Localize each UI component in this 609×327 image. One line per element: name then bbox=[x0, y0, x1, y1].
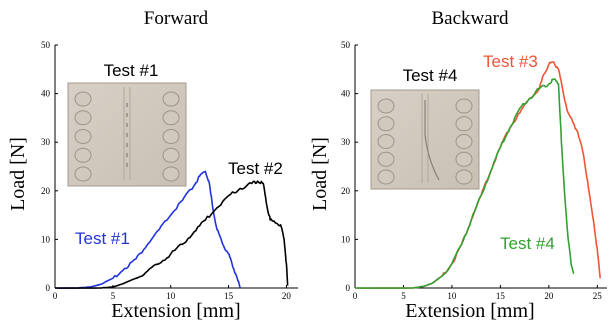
x-tick-label: 5 bbox=[111, 291, 116, 301]
specimen-photo bbox=[370, 89, 480, 190]
inset-label: Test #4 bbox=[403, 66, 458, 85]
x-tick-label: 15 bbox=[496, 291, 506, 301]
plate-hole bbox=[455, 169, 473, 185]
y-tick-label: 30 bbox=[41, 137, 51, 147]
x-axis-label: Extension [mm] bbox=[111, 300, 240, 322]
plate-hole bbox=[377, 169, 395, 185]
y-tick-label: 30 bbox=[341, 137, 351, 147]
plate-hole bbox=[74, 91, 92, 107]
x-tick-label: 15 bbox=[224, 291, 234, 301]
series-label: Test #3 bbox=[483, 52, 538, 71]
backward-panel: Backward 0 10 20 30 40 50 0 5 10 15 20 25 Extension [… bbox=[309, 8, 607, 322]
series-label: Test #4 bbox=[500, 234, 555, 253]
series-line-test-4 bbox=[354, 78, 575, 289]
plate-hole bbox=[377, 134, 395, 149]
x-axis-label: Extension [mm] bbox=[405, 300, 534, 322]
plate-hole bbox=[377, 151, 395, 167]
y-tick-label: 0 bbox=[46, 283, 51, 293]
plate-hole bbox=[162, 147, 180, 163]
plate-hole bbox=[377, 116, 395, 132]
plate-hole bbox=[162, 91, 180, 107]
y-tick-label: 20 bbox=[41, 186, 51, 196]
plate-hole bbox=[162, 110, 180, 126]
plate-hole bbox=[74, 147, 92, 163]
plate-hole bbox=[74, 110, 92, 126]
plate-hole bbox=[74, 129, 92, 144]
y-tick-label: 50 bbox=[341, 40, 351, 50]
series-label: Test #2 bbox=[228, 159, 283, 178]
plate-hole bbox=[162, 129, 180, 144]
x-tick-label: 10 bbox=[447, 291, 457, 301]
x-tick-label: 0 bbox=[353, 291, 358, 301]
y-tick-label: 20 bbox=[341, 186, 351, 196]
forward-panel: Forward 0 10 20 30 40 50 0 5 10 15 20 Extension [mm]… bbox=[7, 8, 298, 322]
y-tick-label: 10 bbox=[41, 234, 51, 244]
plate-hole bbox=[162, 166, 180, 182]
plate-hole bbox=[74, 166, 92, 182]
series-line-test-1 bbox=[54, 170, 241, 289]
plate-hole bbox=[455, 116, 473, 132]
y-tick-label: 50 bbox=[41, 40, 51, 50]
x-tick-label: 5 bbox=[401, 291, 406, 301]
plate-hole bbox=[455, 134, 473, 149]
plate-crack bbox=[424, 100, 440, 181]
x-tick-label: 20 bbox=[282, 291, 292, 301]
chart-title: Forward bbox=[144, 8, 209, 29]
y-axis-label: Load [N] bbox=[7, 137, 29, 211]
series-label: Test #1 bbox=[75, 229, 130, 248]
y-tick-label: 40 bbox=[341, 89, 351, 99]
x-tick-label: 25 bbox=[593, 291, 603, 301]
plate-hole bbox=[455, 98, 473, 114]
x-tick-label: 20 bbox=[544, 291, 554, 301]
series-line-test-2 bbox=[54, 180, 289, 289]
plate-hole bbox=[455, 151, 473, 167]
chart-title: Backward bbox=[431, 8, 509, 29]
y-tick-label: 40 bbox=[41, 89, 51, 99]
plate-hole bbox=[377, 98, 395, 114]
y-axis-label: Load [N] bbox=[309, 137, 331, 211]
y-tick-label: 0 bbox=[346, 283, 351, 293]
x-tick-label: 0 bbox=[53, 291, 58, 301]
inset-label: Test #1 bbox=[104, 61, 159, 80]
x-tick-label: 10 bbox=[166, 291, 176, 301]
y-tick-label: 10 bbox=[341, 234, 351, 244]
specimen-photo bbox=[67, 82, 187, 187]
